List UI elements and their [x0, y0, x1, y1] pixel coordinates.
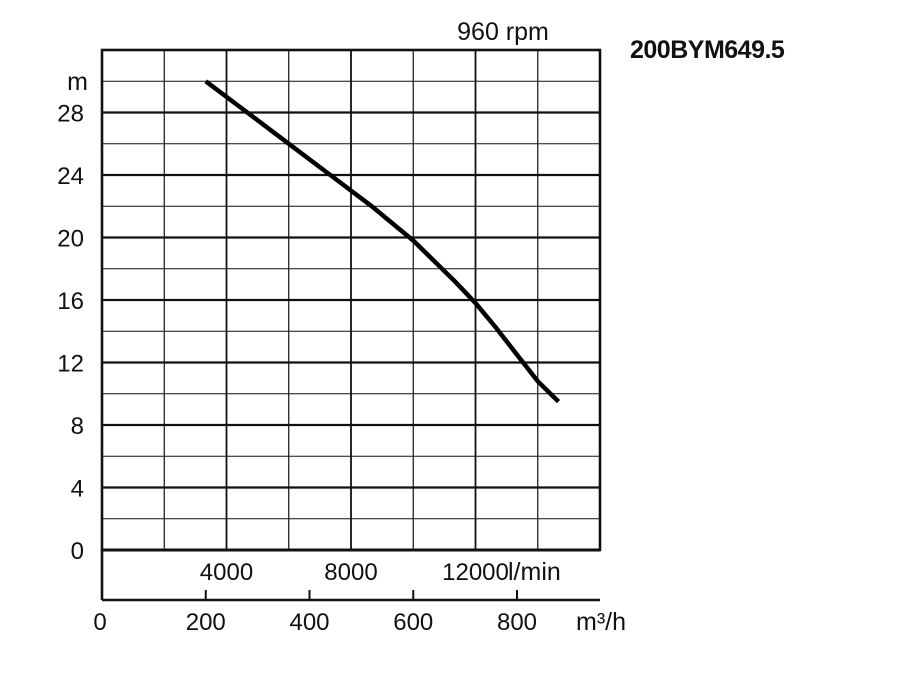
y-tick-label: 8 [71, 413, 84, 440]
plot-frame [100, 48, 602, 602]
x-tick-label: 800 [497, 609, 537, 636]
y-tick-label: 0 [71, 538, 84, 565]
x-tick-label: 400 [289, 609, 329, 636]
y-tick-label: 28 [57, 101, 84, 128]
lmin-tick-label: 4000 [200, 559, 253, 586]
y-tick-labels: 0 4 8 12 16 20 24 28 [57, 101, 84, 566]
x-tick-label: 200 [186, 609, 226, 636]
y-axis-label: m [67, 68, 88, 96]
x-tick-labels: 0 200 400 600 800 [93, 609, 537, 636]
x-tick-label: 0 [93, 609, 106, 636]
lmin-tick-labels: 4000 8000 12000 [200, 559, 509, 586]
chart-title: 960 rpm [457, 18, 549, 46]
series-group [204, 79, 561, 404]
y-tick-label: 4 [71, 476, 84, 503]
y-tick-label: 12 [57, 351, 84, 378]
x-axis-label: m³/h [576, 608, 626, 636]
lmin-tick-label: 12000 [442, 559, 509, 586]
lmin-tick-label: 8000 [324, 559, 377, 586]
y-tick-label: 16 [57, 288, 84, 315]
y-tick-label: 24 [57, 163, 84, 190]
head-curve-line [204, 79, 561, 404]
y-tick-label: 20 [57, 226, 84, 253]
grid [102, 50, 600, 550]
lmin-axis-label: l/min [508, 558, 561, 586]
model-title: 200BYM649.5 [630, 36, 785, 64]
x-tick-label: 600 [393, 609, 433, 636]
